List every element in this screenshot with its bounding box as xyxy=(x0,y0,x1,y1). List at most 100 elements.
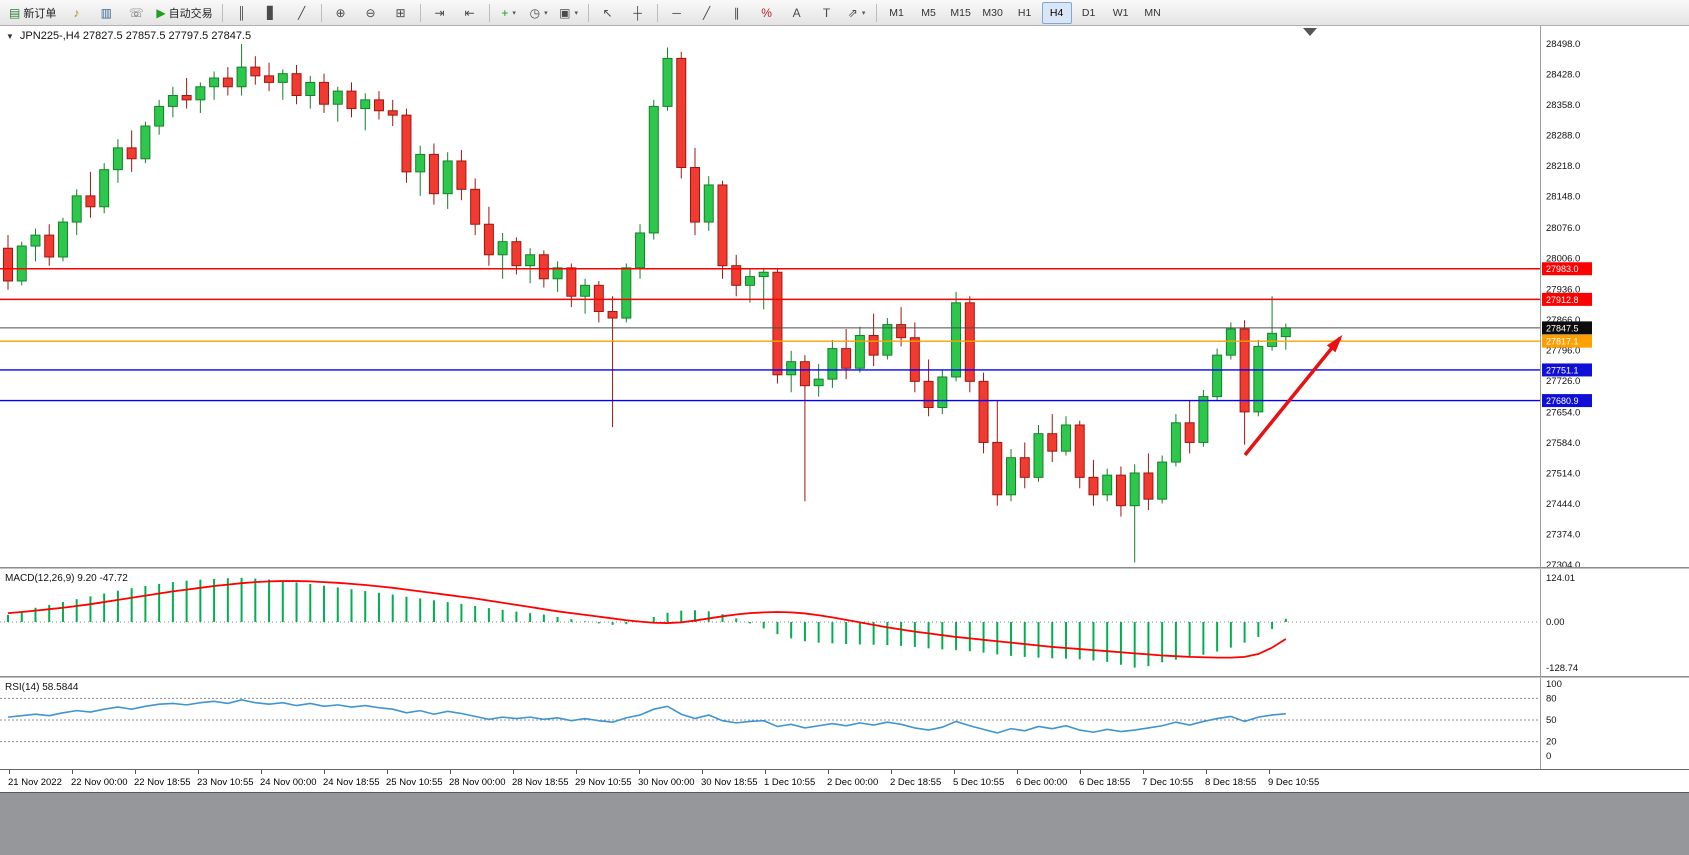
candle-body xyxy=(112,147,123,171)
data-window-button[interactable]: ▥ xyxy=(92,2,120,24)
price-axis-label: 27654.0 xyxy=(1546,407,1580,418)
cursor-button[interactable]: ↖ xyxy=(594,2,622,24)
periods-button[interactable]: ◷ ▾ xyxy=(525,2,553,24)
time-axis[interactable]: 21 Nov 2022 22 Nov 00:00 22 Nov 18:55 23 No… xyxy=(0,769,1689,792)
time-axis-tick xyxy=(261,770,262,774)
candle-body xyxy=(799,361,810,387)
candle-body xyxy=(16,245,27,282)
timeframe-h4-button[interactable]: H4 xyxy=(1041,1,1072,24)
templates-button[interactable]: ▣ ▾ xyxy=(555,2,583,24)
timeframe-m30-button[interactable]: M30 xyxy=(982,6,1003,19)
sound-alert-button[interactable]: ♪ xyxy=(62,2,90,24)
candle-body xyxy=(662,57,673,107)
timeframe-m5-button[interactable]: M5 xyxy=(921,6,936,19)
rsi-axis-label: 50 xyxy=(1546,715,1557,726)
candle-body xyxy=(731,265,742,286)
candle-body xyxy=(99,169,110,208)
text-label-button[interactable]: T xyxy=(813,2,841,24)
candle-body xyxy=(140,125,151,160)
zoom-in-button[interactable]: ⊕ xyxy=(327,2,355,24)
time-axis-label: 22 Nov 18:55 xyxy=(134,777,191,788)
tile-windows-button[interactable]: ⊞ xyxy=(387,2,415,24)
candle-body xyxy=(1019,457,1030,478)
timeframe-m15-button[interactable]: M15 xyxy=(950,6,971,19)
line-chart-button[interactable]: ╱ xyxy=(288,2,316,24)
candle-body xyxy=(992,441,1003,496)
candle-body xyxy=(305,81,316,96)
candle-body xyxy=(1047,433,1058,452)
timeframe-h1-button[interactable]: H1 xyxy=(1017,6,1032,19)
candle-body xyxy=(291,73,302,96)
timeframe-mn-button[interactable]: MN xyxy=(1144,6,1161,19)
rsi-axis-label: 100 xyxy=(1546,679,1562,690)
candle-body xyxy=(676,57,687,169)
toolbar-separator xyxy=(875,3,877,22)
cursor-icon: ↖ xyxy=(602,5,613,20)
mobile-terminal-icon: ☏ xyxy=(128,5,144,20)
text-button[interactable]: A xyxy=(783,2,811,24)
time-axis-tick xyxy=(387,770,388,774)
price-axis-label: 28498.0 xyxy=(1546,39,1580,50)
text-icon: A xyxy=(792,5,801,20)
time-axis-tick xyxy=(513,770,514,774)
candle-body xyxy=(415,153,426,173)
timeframe-m1-button[interactable]: M1 xyxy=(889,6,904,19)
time-axis-label: 9 Dec 10:55 xyxy=(1268,777,1320,788)
timeframe-d1-button[interactable]: D1 xyxy=(1081,6,1096,19)
arrows-icon: ⇗ xyxy=(847,5,858,20)
zoom-out-button[interactable]: ⊖ xyxy=(357,2,385,24)
candlestick-chart-button[interactable]: ▋ xyxy=(258,2,286,24)
trendline-icon: ╱ xyxy=(702,5,711,20)
time-axis-tick xyxy=(1017,770,1018,774)
annotation-arrow[interactable] xyxy=(1243,336,1342,457)
bar-chart-button[interactable]: ║ xyxy=(228,2,256,24)
timeframe-w1-button[interactable]: W1 xyxy=(1112,6,1129,19)
main-price-chart[interactable]: 28498.0 28428.0 28358.0 28288.0 28218.0 28148… xyxy=(0,26,1689,567)
macd-panel[interactable]: 124.01 0.00 -128.74 xyxy=(0,569,1689,676)
candlestick-chart-icon: ▋ xyxy=(266,5,277,20)
time-axis-tick xyxy=(9,770,10,774)
auto-scroll-button[interactable]: ⇥ xyxy=(426,2,454,24)
crosshair-icon: ┼ xyxy=(633,5,642,20)
candle-body xyxy=(346,90,357,110)
candle-body xyxy=(1253,345,1264,413)
candle-body xyxy=(264,75,275,83)
candle-body xyxy=(1074,424,1085,478)
candle-body xyxy=(154,105,165,127)
candle-body xyxy=(332,90,343,105)
panel-splitter[interactable] xyxy=(0,676,1689,678)
price-axis-label: 28358.0 xyxy=(1546,100,1580,111)
rsi-panel[interactable]: 100 80 50 20 0 xyxy=(0,678,1689,769)
annotation-arrowhead xyxy=(1326,334,1343,353)
price-badge-text: 27847.5 xyxy=(1546,323,1579,333)
horizontal-line-button[interactable]: ─ xyxy=(663,2,691,24)
equidistant-channel-button[interactable]: ∥ xyxy=(723,2,751,24)
time-axis-tick xyxy=(198,770,199,774)
new-order-button[interactable]: ▤ 新订单 xyxy=(5,2,60,24)
candle-body xyxy=(401,114,412,173)
fibonacci-button[interactable]: % xyxy=(753,2,781,24)
mobile-terminal-button[interactable]: ☏ xyxy=(122,2,150,24)
price-axis-label: 28428.0 xyxy=(1546,70,1580,81)
candle-body xyxy=(964,302,975,382)
time-axis-tick xyxy=(954,770,955,774)
autotrading-button[interactable]: ▶ 自动交易 xyxy=(152,2,216,24)
time-axis-label: 2 Dec 18:55 xyxy=(890,777,942,788)
crosshair-button[interactable]: ┼ xyxy=(624,2,652,24)
candle-body xyxy=(373,99,384,112)
indicators-button[interactable]: + ▾ xyxy=(495,2,523,24)
panel-splitter[interactable] xyxy=(0,567,1689,569)
trendline-button[interactable]: ╱ xyxy=(693,2,721,24)
time-axis-tick xyxy=(72,770,73,774)
candle-body xyxy=(3,247,13,282)
candle-body xyxy=(319,81,330,105)
candle-body xyxy=(1143,472,1154,500)
one-click-trading-collapse-icon[interactable]: ▼ xyxy=(6,31,14,41)
arrows-button[interactable]: ⇗ ▾ xyxy=(843,2,871,24)
chart-shift-marker-icon[interactable] xyxy=(1303,28,1317,36)
chart-shift-icon: ⇤ xyxy=(464,5,475,20)
chart-shift-button[interactable]: ⇤ xyxy=(456,2,484,24)
candle-body xyxy=(896,324,907,339)
time-axis-label: 24 Nov 18:55 xyxy=(323,777,380,788)
time-axis-tick xyxy=(135,770,136,774)
